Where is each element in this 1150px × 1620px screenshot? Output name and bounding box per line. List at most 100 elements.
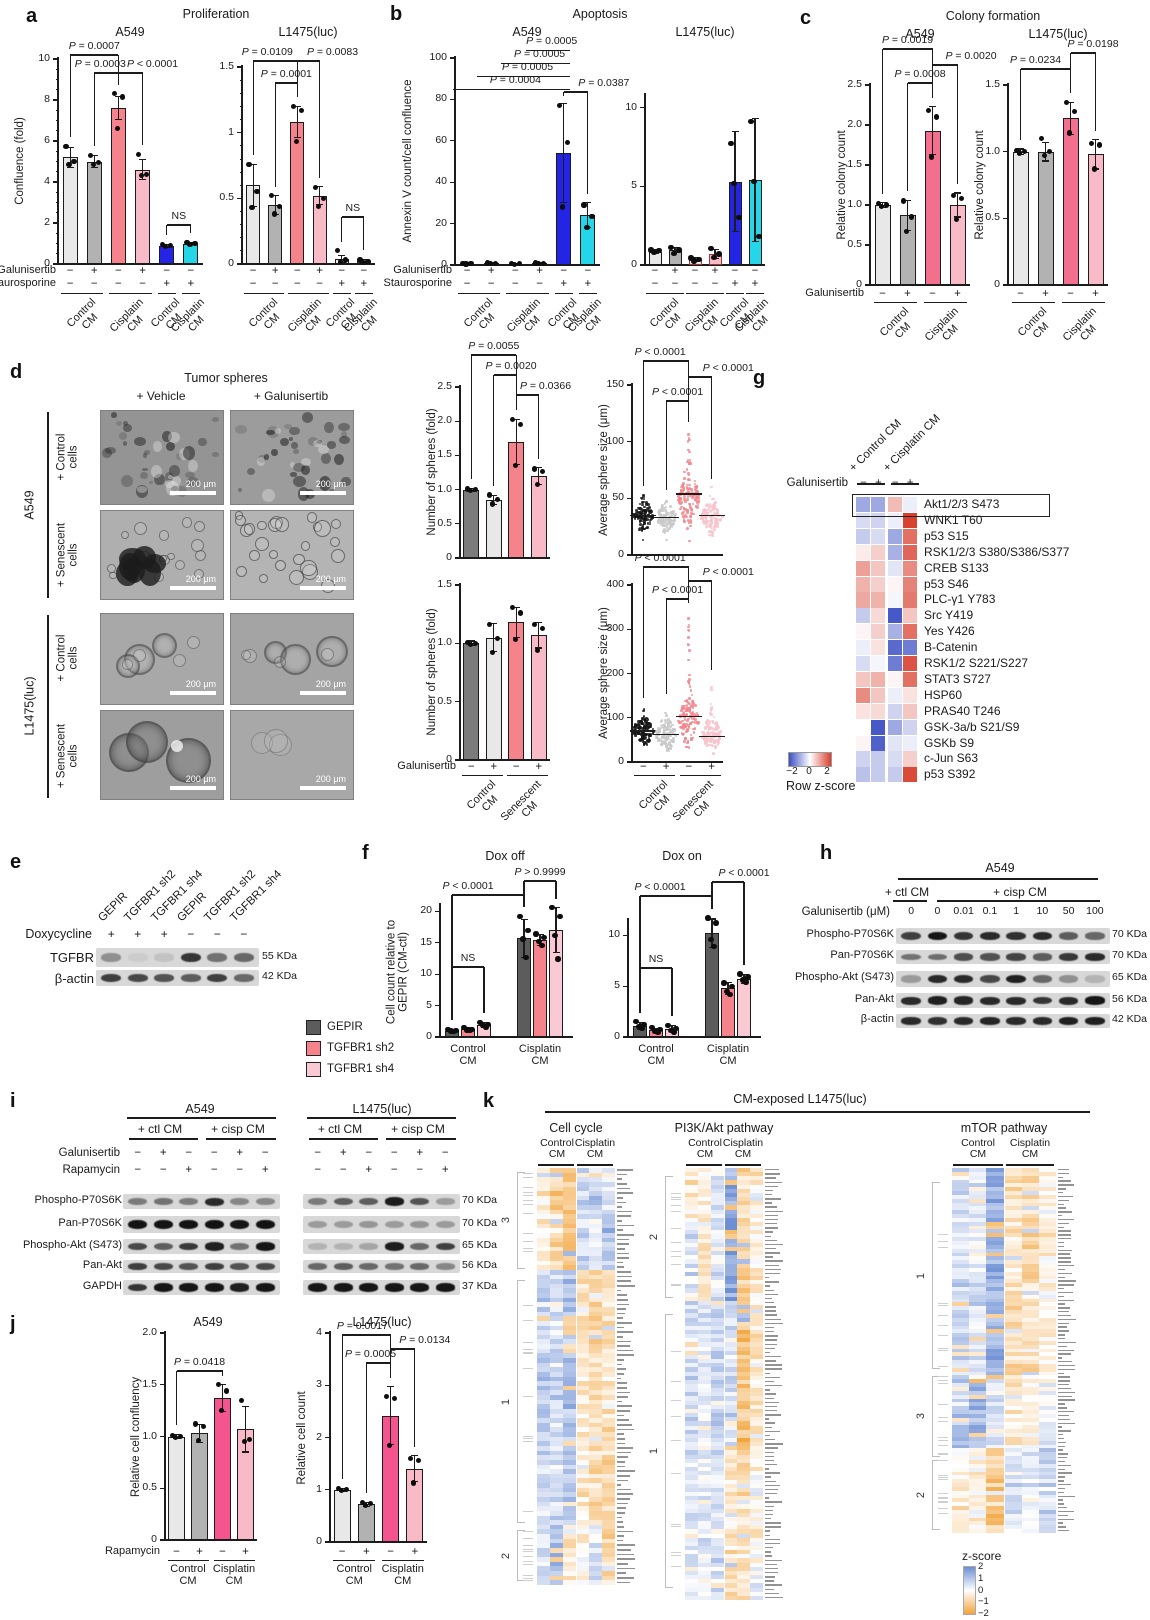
error-cap: [360, 258, 368, 260]
dendrogram-twig: [671, 1256, 681, 1258]
data-point: [639, 726, 643, 729]
heatmap-cell: [685, 1521, 699, 1526]
gene-label-dash: [765, 1318, 782, 1321]
heatmap-cell: [750, 1280, 764, 1285]
data-point: [691, 711, 695, 714]
heatmap-cell: [562, 1385, 576, 1391]
sig-drop: [523, 881, 525, 908]
data-point: [672, 737, 675, 740]
heatmap-cell: [750, 1533, 764, 1539]
heatmap-cell: [602, 1506, 616, 1512]
gene-label-dash: [1058, 1168, 1069, 1171]
heatmap-cell: [1038, 1360, 1057, 1365]
data-point: [704, 725, 707, 729]
data-point: [707, 728, 711, 731]
data-point: [645, 501, 648, 504]
data-point: [715, 723, 719, 726]
dendrogram-twig: [523, 1342, 533, 1343]
data-point: [662, 509, 665, 513]
heatmap-cell: [697, 1330, 712, 1335]
dendrogram-twig: [671, 1351, 681, 1353]
sig-bracket: [341, 216, 364, 218]
data-point: [691, 258, 697, 264]
heatmap-cell: [602, 1316, 616, 1322]
heatmap-cell: [969, 1221, 987, 1227]
sig-bracket: [688, 580, 712, 582]
data-point: [111, 91, 117, 97]
data-point: [693, 727, 697, 730]
heatmap-cell: [952, 1191, 970, 1196]
micro-blob: [164, 472, 174, 482]
heatmap-cell: [856, 528, 871, 544]
heatmap-cell: [750, 1217, 764, 1223]
heatmap-cell: [750, 1575, 764, 1580]
heatmap-cell: [952, 1363, 970, 1369]
heatmap-cell: [576, 1316, 590, 1322]
data-point: [711, 254, 717, 260]
dendrogram: [932, 1368, 940, 1370]
data-point: [532, 466, 538, 472]
heatmap-cell: [685, 1188, 699, 1194]
blot-band: [1006, 931, 1026, 941]
sig-drop: [483, 967, 485, 1014]
micro-blob: [291, 441, 298, 449]
gene-label-dash: [617, 1549, 631, 1551]
heatmap-cell: [1021, 1337, 1040, 1342]
heatmap-cell: [710, 1400, 724, 1406]
heatmap-cell: [549, 1274, 564, 1280]
micro-blob: [293, 476, 307, 487]
heatmap-cell: [1021, 1406, 1040, 1411]
blot-band: [179, 1263, 199, 1270]
heatmap-cell: [549, 1464, 564, 1470]
error-cap: [535, 467, 543, 469]
data-point: [644, 720, 648, 723]
heatmap-cell: [724, 1292, 738, 1298]
data-point: [685, 485, 689, 489]
heatmap-cell: [589, 1455, 603, 1461]
heatmap-cell: [737, 1284, 751, 1289]
x-axis: [58, 263, 203, 265]
heatmap-cell: [537, 1316, 551, 1322]
heatmap-cell: [737, 1300, 751, 1306]
heatmap-cell: [710, 1521, 724, 1526]
heatmap-cell: [952, 1456, 970, 1461]
heatmap-cell: [724, 1429, 738, 1435]
heatmap-cell: [576, 1455, 590, 1461]
heatmap-cell: [737, 1479, 751, 1485]
gene-label-dash: [617, 1224, 634, 1227]
heatmap-cell: [724, 1172, 738, 1177]
heatmap-cell: [576, 1172, 590, 1178]
sig-bracket: [471, 354, 517, 356]
heatmap-cell: [952, 1294, 970, 1300]
heatmap-cell: [737, 1242, 751, 1248]
data-point: [646, 522, 650, 525]
heatmap-cell: [685, 1201, 699, 1206]
heatmap-cell: [1021, 1321, 1040, 1326]
scale-bar: [300, 785, 346, 790]
data-point: [533, 931, 539, 937]
heatmap-cell: [1004, 1371, 1023, 1376]
data-point: [663, 723, 666, 727]
heatmap-cell: [986, 1436, 1004, 1442]
data-point: [674, 734, 678, 738]
heatmap-cell: [1021, 1187, 1040, 1192]
micro-blob: [105, 447, 116, 454]
sig-underline: [477, 75, 570, 77]
heatmap-cell: [1021, 1390, 1040, 1396]
heatmap-cell: [576, 1399, 590, 1405]
gene-label-dash: [765, 1401, 779, 1404]
y-minor-tick: [55, 161, 58, 162]
heatmap-cell: [1021, 1310, 1040, 1315]
heatmap-cell: [952, 1183, 970, 1188]
data-point: [187, 241, 193, 247]
error-cap: [66, 146, 74, 148]
sig-bracket: [666, 598, 689, 600]
sig-drop: [906, 83, 909, 192]
heatmap-cell: [750, 1271, 764, 1277]
heatmap-cell: [750, 1359, 764, 1364]
heatmap-cell: [969, 1187, 987, 1192]
heatmap-cell: [1004, 1194, 1023, 1200]
data-point: [714, 524, 717, 527]
data-point: [637, 510, 640, 514]
y-tick: [1003, 151, 1008, 153]
